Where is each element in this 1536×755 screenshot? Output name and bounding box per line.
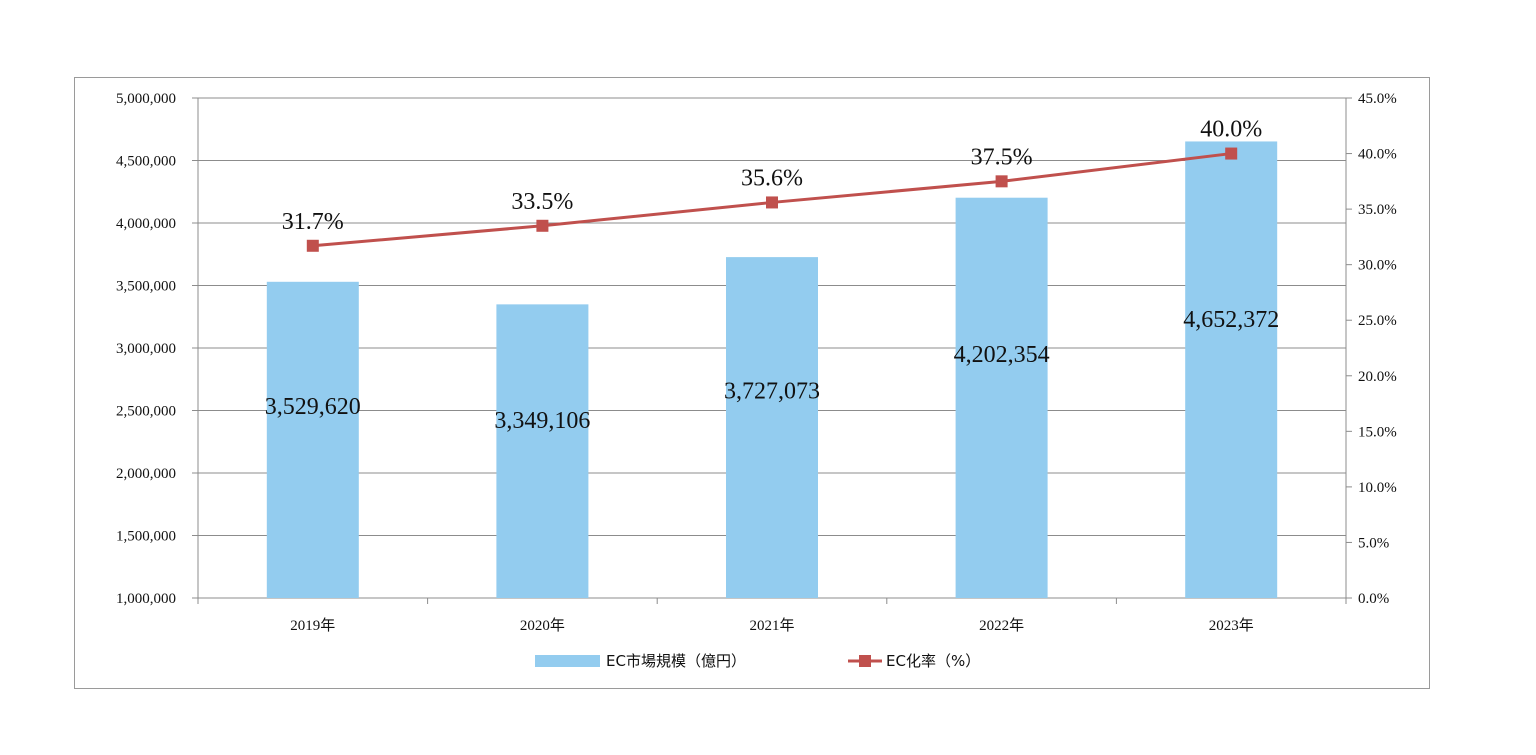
line-data-label: 37.5% xyxy=(971,144,1033,170)
legend-label-bar: EC市場規模（億円） xyxy=(606,652,746,670)
bar xyxy=(266,281,359,598)
line-data-label: 40.0% xyxy=(1200,117,1262,143)
right-axis-tick-label: 25.0% xyxy=(1358,313,1397,329)
data-labels: 3,529,620 3,349,106 3,727,073 4,202,354 4,65… xyxy=(265,117,1279,434)
left-axis-tick-label: 3,500,000 xyxy=(116,279,176,295)
bar xyxy=(496,304,589,598)
x-axis-tick-label: 2020年 xyxy=(520,617,565,634)
legend-swatch-marker xyxy=(859,655,871,667)
legend-swatch-bar xyxy=(535,655,600,667)
right-axis-tick-label: 15.0% xyxy=(1358,424,1397,440)
bar-data-label: 3,529,620 xyxy=(265,394,361,420)
right-axis-tick-label: 5.0% xyxy=(1358,535,1389,551)
bar xyxy=(955,197,1048,598)
line-point xyxy=(306,239,319,252)
line-data-label: 35.6% xyxy=(741,165,803,191)
bar-data-label: 4,652,372 xyxy=(1183,307,1279,333)
left-axis-tick-label: 5,000,000 xyxy=(116,91,176,107)
left-axis-tick-label: 4,500,000 xyxy=(116,154,176,170)
bar xyxy=(1185,141,1278,599)
right-axis-tick-label: 10.0% xyxy=(1358,480,1397,496)
right-axis-tick-label: 30.0% xyxy=(1358,258,1397,274)
right-axis-tick-label: 20.0% xyxy=(1358,369,1397,385)
line-point xyxy=(536,219,549,232)
left-axis-tick-label: 1,500,000 xyxy=(116,529,176,545)
line-data-label: 33.5% xyxy=(511,189,573,215)
legend: EC市場規模（億円） EC化率（%） xyxy=(535,652,980,670)
right-axis-tick-label: 0.0% xyxy=(1358,591,1389,607)
right-axis-tick-label: 45.0% xyxy=(1358,91,1397,107)
left-axis-tick-label: 3,000,000 xyxy=(116,341,176,357)
left-axis-tick-label: 2,000,000 xyxy=(116,466,176,482)
x-axis-tick-label: 2021年 xyxy=(749,617,794,634)
x-axis-tick-label: 2022年 xyxy=(979,617,1024,634)
line-point xyxy=(995,175,1008,188)
bar xyxy=(726,257,818,598)
x-axis-tick-label: 2023年 xyxy=(1209,617,1254,634)
left-axis-tick-label: 4,000,000 xyxy=(116,216,176,232)
x-axis-tick-label: 2019年 xyxy=(290,617,335,634)
left-axis-tick-label: 2,500,000 xyxy=(116,404,176,420)
right-axis-tick-label: 35.0% xyxy=(1358,202,1397,218)
line-point xyxy=(1225,147,1238,160)
bar-data-label: 3,727,073 xyxy=(724,379,820,405)
legend-label-line: EC化率（%） xyxy=(886,652,980,670)
bar-series xyxy=(266,141,1278,599)
right-axis-tick-label: 40.0% xyxy=(1358,147,1397,163)
bar-data-label: 4,202,354 xyxy=(954,342,1050,368)
bar-data-label: 3,349,106 xyxy=(494,408,590,434)
line-data-label: 31.7% xyxy=(282,209,344,235)
left-axis-tick-label: 1,000,000 xyxy=(116,591,176,607)
axes: 1,000,000 1,500,000 2,000,000 2,500,000 3,00… xyxy=(116,91,1397,634)
line-series xyxy=(306,147,1238,252)
line-point xyxy=(766,196,778,209)
